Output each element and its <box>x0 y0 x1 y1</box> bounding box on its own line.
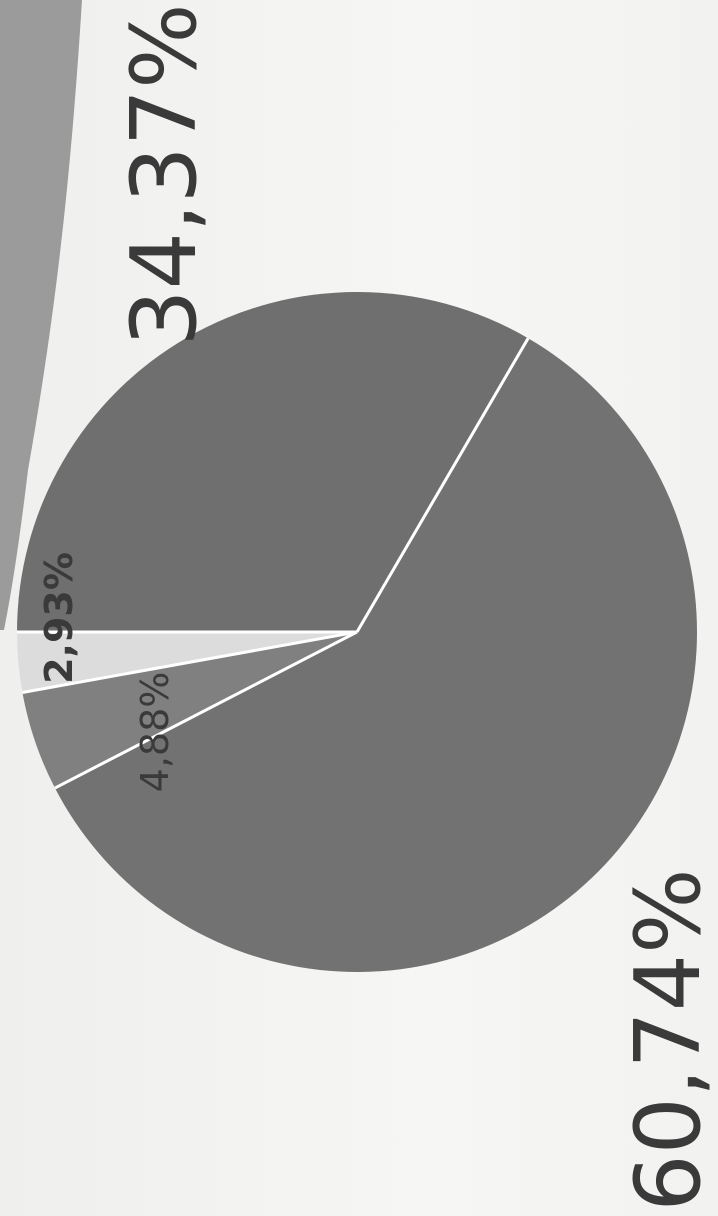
slice-separator-2 <box>54 630 358 790</box>
slice-separators <box>17 337 530 790</box>
pie-slice-0 <box>17 291 529 632</box>
pie-slice-2 <box>22 632 357 789</box>
slice-label-4-88: 4,88% <box>133 672 177 793</box>
slice-label-60-74: 60,74% <box>616 868 718 1211</box>
pie-slices <box>16 291 697 972</box>
slice-separator-3 <box>22 630 358 694</box>
slice-label-2-93: 2,93% <box>37 552 81 684</box>
pie-slice-1 <box>54 338 697 972</box>
slice-separator-1 <box>355 337 530 633</box>
slice-label-34-37: 34,37% <box>112 3 217 346</box>
background-swoosh <box>0 0 82 630</box>
